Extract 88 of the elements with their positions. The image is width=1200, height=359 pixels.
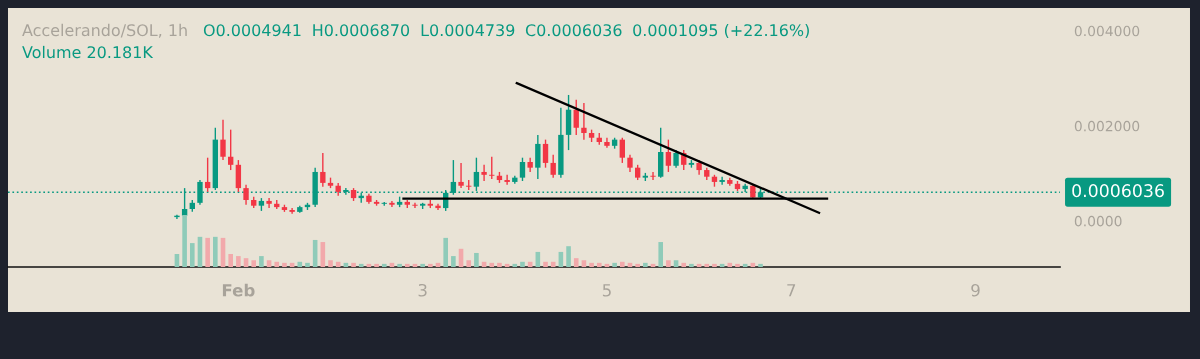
bar bbox=[635, 263, 640, 267]
bar bbox=[466, 260, 472, 267]
y-tick-label: 0.002000 bbox=[1074, 120, 1140, 132]
bar bbox=[704, 263, 710, 267]
bar bbox=[758, 263, 763, 267]
bar bbox=[589, 262, 594, 267]
candlestick bbox=[266, 197, 272, 209]
bar bbox=[428, 263, 433, 267]
bar bbox=[189, 243, 195, 267]
bar bbox=[251, 260, 257, 267]
bar bbox=[666, 260, 671, 267]
x-tick-label: 7 bbox=[787, 284, 796, 297]
bar bbox=[351, 262, 356, 267]
candlestick bbox=[228, 128, 234, 171]
candlestick bbox=[573, 99, 579, 136]
candlestick bbox=[204, 157, 211, 193]
annotation: C0.0006036 bbox=[525, 24, 622, 37]
x-tick-label: 3 bbox=[418, 283, 427, 297]
candlestick bbox=[412, 202, 418, 209]
candlestick bbox=[243, 184, 249, 206]
bar bbox=[566, 246, 571, 267]
bar bbox=[620, 261, 625, 267]
bar bbox=[358, 263, 364, 267]
bar bbox=[381, 263, 387, 267]
candlestick bbox=[235, 159, 242, 193]
text: Accelerando/SOL, 1h bbox=[22, 23, 187, 38]
annotation: O0.0004941 bbox=[203, 24, 301, 37]
ref-line-label: 0.0006036 bbox=[1072, 184, 1164, 198]
bar bbox=[228, 254, 233, 267]
bar bbox=[474, 252, 479, 267]
bar bbox=[643, 262, 648, 267]
bar bbox=[420, 263, 425, 267]
bar bbox=[581, 260, 587, 267]
candlestick bbox=[320, 152, 326, 188]
bar bbox=[443, 237, 448, 267]
candlestick bbox=[458, 162, 464, 189]
annotation: 0.0001095 (+22.16%) bbox=[633, 23, 809, 39]
x-tick-label: 9 bbox=[971, 283, 980, 297]
bar bbox=[297, 261, 303, 267]
bar bbox=[712, 263, 717, 267]
bar bbox=[596, 262, 602, 267]
bar bbox=[328, 260, 333, 267]
y-tick-label: 0.004000 bbox=[1074, 25, 1140, 37]
bar bbox=[205, 237, 210, 267]
annotation: Volume 20.181K bbox=[22, 45, 154, 59]
bar bbox=[689, 263, 694, 267]
bar bbox=[282, 262, 287, 267]
candlestick bbox=[289, 207, 295, 215]
candlestick bbox=[550, 154, 556, 179]
bar bbox=[236, 256, 241, 267]
bar bbox=[274, 261, 280, 267]
bar bbox=[497, 262, 502, 267]
bar bbox=[735, 263, 740, 267]
annotation: L0.0004739 bbox=[421, 24, 515, 37]
bar bbox=[612, 262, 617, 267]
bar bbox=[673, 260, 679, 267]
bar bbox=[489, 262, 495, 267]
bar bbox=[543, 261, 548, 267]
bar bbox=[397, 263, 402, 267]
candlestick bbox=[489, 156, 495, 180]
candlestick bbox=[481, 164, 487, 182]
bar bbox=[374, 263, 379, 267]
y-tick-label: 0.0000 bbox=[1074, 215, 1122, 227]
bar bbox=[520, 261, 525, 267]
x-tick-label: 5 bbox=[602, 284, 611, 297]
candlestick bbox=[650, 171, 656, 181]
bar bbox=[681, 262, 687, 267]
candlestick bbox=[619, 137, 625, 164]
candlestick bbox=[581, 102, 587, 141]
annotation: H0.0006870 bbox=[313, 24, 410, 37]
bar bbox=[266, 260, 272, 267]
bar bbox=[213, 236, 218, 267]
bar bbox=[573, 258, 579, 267]
candlestick bbox=[665, 138, 672, 173]
bar bbox=[658, 242, 663, 267]
candlestick bbox=[504, 174, 510, 186]
bar bbox=[305, 262, 310, 267]
x-tick-label: Feb bbox=[222, 283, 255, 297]
candlestick bbox=[719, 176, 725, 186]
candlestick bbox=[519, 157, 526, 182]
bar bbox=[405, 263, 410, 267]
bar bbox=[451, 256, 456, 267]
bar bbox=[259, 256, 264, 267]
candlestick bbox=[542, 138, 549, 169]
candlestick bbox=[220, 118, 226, 161]
candlestick bbox=[535, 134, 541, 180]
bar bbox=[512, 263, 518, 267]
bar bbox=[550, 261, 556, 267]
